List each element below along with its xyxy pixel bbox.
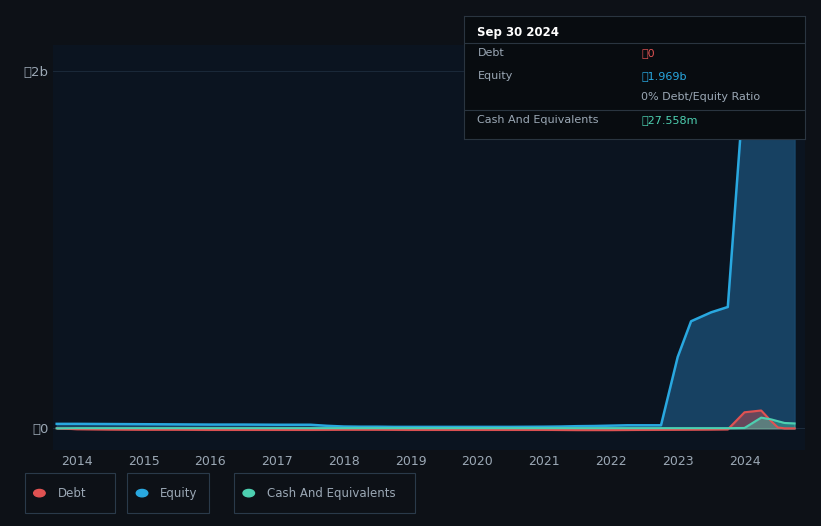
Text: Debt: Debt	[478, 48, 504, 58]
Text: 0% Debt/Equity Ratio: 0% Debt/Equity Ratio	[641, 93, 760, 103]
Text: ⃴1.969b: ⃴1.969b	[641, 72, 686, 82]
Text: Equity: Equity	[160, 487, 198, 500]
Text: Debt: Debt	[57, 487, 86, 500]
Text: Cash And Equivalents: Cash And Equivalents	[267, 487, 396, 500]
Text: Equity: Equity	[478, 72, 513, 82]
Text: Cash And Equivalents: Cash And Equivalents	[478, 115, 599, 125]
Text: ⃴27.558m: ⃴27.558m	[641, 115, 698, 125]
Text: Sep 30 2024: Sep 30 2024	[478, 26, 559, 39]
Text: ⃴0: ⃴0	[641, 48, 654, 58]
